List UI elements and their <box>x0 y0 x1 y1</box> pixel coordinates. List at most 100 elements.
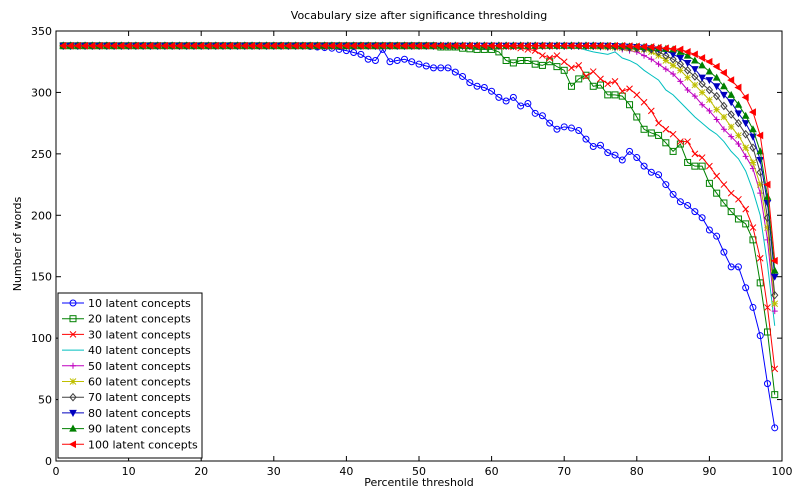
legend-marker <box>69 331 77 338</box>
data-point <box>451 41 459 50</box>
data-point <box>748 108 756 116</box>
legend-item: 10 latent concepts <box>62 297 191 310</box>
data-point <box>763 180 771 189</box>
legend-marker <box>69 315 77 323</box>
data-point <box>734 118 743 128</box>
data-point <box>770 273 779 281</box>
data-point <box>581 41 589 50</box>
data-point <box>647 129 655 137</box>
data-point <box>146 41 154 50</box>
legend-marker <box>69 409 77 417</box>
data-point <box>742 205 750 213</box>
data-point <box>386 58 394 66</box>
data-point <box>756 254 764 262</box>
data-point <box>691 72 699 81</box>
legend-item: 30 latent concepts <box>62 328 191 341</box>
data-point <box>749 143 757 152</box>
data-point <box>677 138 684 145</box>
data-point <box>683 51 692 59</box>
data-point <box>713 116 720 123</box>
data-point <box>626 101 634 109</box>
data-point <box>655 119 662 127</box>
data-point <box>407 41 415 50</box>
data-point <box>713 189 721 197</box>
data-point <box>73 41 81 50</box>
data-point <box>568 64 575 72</box>
data-point <box>720 199 728 207</box>
data-point <box>683 66 692 75</box>
data-point <box>400 55 408 63</box>
data-point <box>378 41 386 50</box>
data-point <box>764 304 771 311</box>
data-point <box>735 132 742 139</box>
data-point <box>720 82 728 90</box>
data-point <box>742 220 750 228</box>
data-point <box>567 82 575 90</box>
data-point <box>597 81 604 89</box>
legend-item: 50 latent concepts <box>62 360 191 373</box>
data-point <box>756 332 764 340</box>
data-point <box>632 42 640 51</box>
data-point <box>596 41 604 50</box>
legend-item: 40 latent concepts <box>62 344 191 357</box>
x-tick-label: 10 <box>122 465 136 478</box>
data-point <box>102 41 110 50</box>
data-point <box>633 91 641 99</box>
legend-box <box>57 292 203 459</box>
data-point <box>705 85 714 95</box>
legend-label: 10 latent concepts <box>88 297 191 310</box>
data-point <box>538 61 546 69</box>
data-point <box>451 68 459 76</box>
data-point <box>735 195 742 203</box>
y-tick-label: 100 <box>31 332 52 345</box>
data-point <box>131 41 139 50</box>
data-point <box>771 391 779 399</box>
x-tick-label: 60 <box>485 465 499 478</box>
data-point <box>415 60 423 68</box>
data-point <box>712 73 721 81</box>
data-point <box>291 41 299 50</box>
data-point <box>487 41 495 50</box>
data-point <box>705 226 713 234</box>
y-tick-label: 50 <box>38 394 52 407</box>
data-point <box>466 79 474 87</box>
data-point <box>662 139 670 147</box>
legend-label: 60 latent concepts <box>88 376 191 389</box>
x-tick-label: 30 <box>267 465 281 478</box>
data-point <box>524 99 532 107</box>
data-point <box>233 41 241 50</box>
data-point <box>516 41 524 50</box>
data-point <box>771 290 779 300</box>
data-point <box>676 59 685 69</box>
data-point <box>313 41 321 50</box>
data-point <box>670 71 677 77</box>
data-point <box>699 101 706 108</box>
data-point <box>443 41 452 50</box>
data-point <box>531 60 539 68</box>
series-line <box>63 45 776 296</box>
data-point <box>95 41 103 50</box>
data-point <box>669 190 677 198</box>
data-point <box>589 142 597 150</box>
data-point <box>356 41 364 50</box>
data-point <box>502 41 510 50</box>
legend-marker <box>68 440 76 449</box>
data-point <box>422 62 430 70</box>
data-point <box>226 41 234 50</box>
data-point <box>734 215 742 223</box>
data-point <box>611 151 619 159</box>
data-point <box>66 41 74 50</box>
data-point <box>509 93 517 101</box>
data-point <box>414 41 422 50</box>
data-point <box>683 59 692 67</box>
data-point <box>698 89 706 96</box>
data-point <box>684 74 691 82</box>
data-point <box>349 41 357 50</box>
data-point <box>669 130 677 138</box>
data-point <box>473 41 481 50</box>
legend-marker <box>69 392 77 402</box>
data-point <box>262 41 270 50</box>
data-point <box>247 41 256 50</box>
data-point <box>357 50 365 58</box>
data-point <box>764 224 771 231</box>
